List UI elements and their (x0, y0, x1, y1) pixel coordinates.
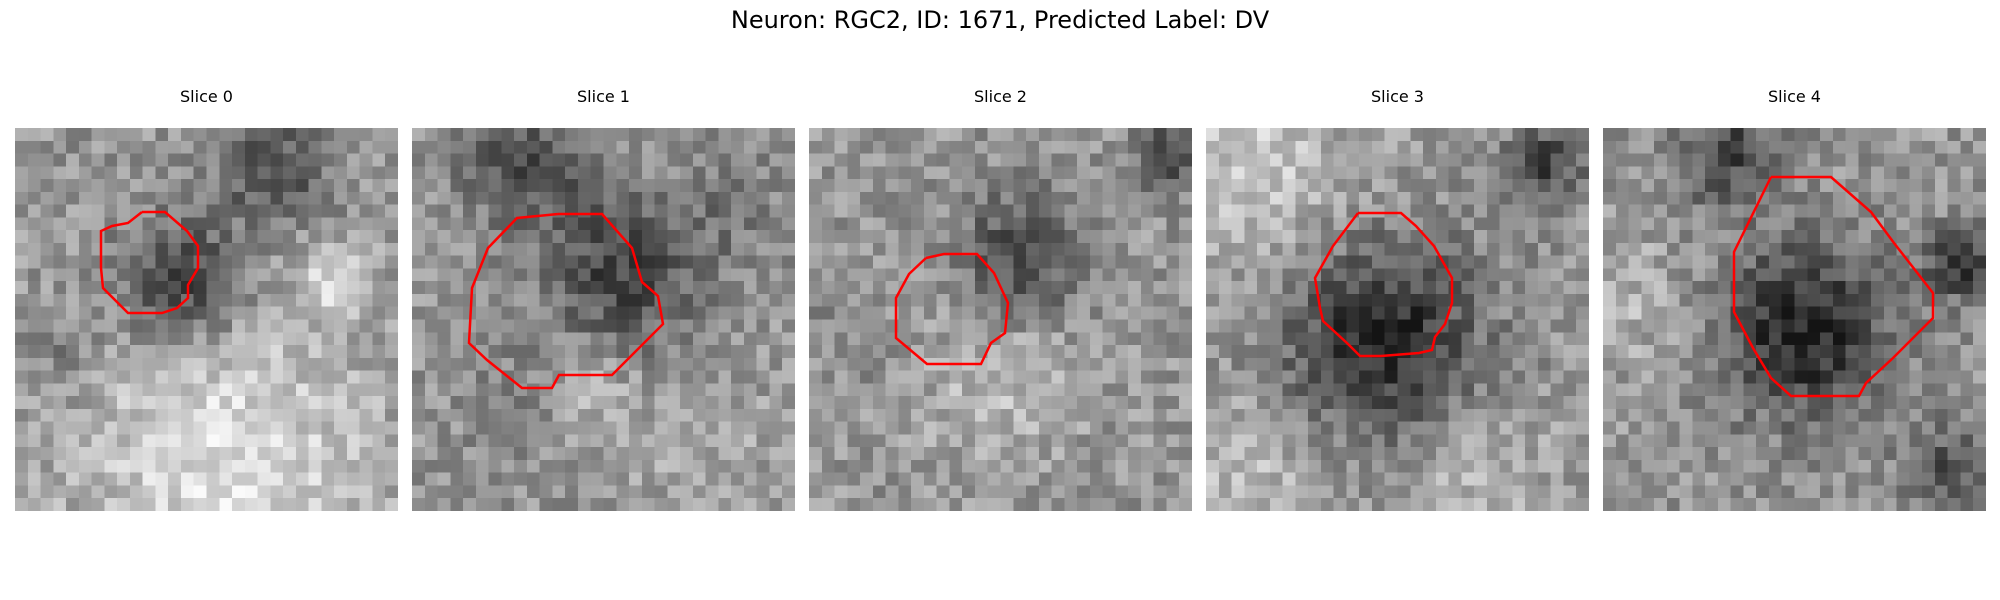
slice-contour-3 (1313, 211, 1454, 358)
slice-title-4: Slice 4 (1768, 87, 1821, 106)
slice-image-0 (15, 128, 398, 511)
slice-image-1-pixels (412, 128, 795, 511)
slice-image-4 (1603, 128, 1986, 511)
slice-title-1: Slice 1 (577, 87, 630, 106)
slice-contour-0 (99, 210, 200, 315)
slice-title-2: Slice 2 (974, 87, 1027, 106)
slice-image-0-pixels (15, 128, 398, 511)
slice-image-2 (809, 128, 1192, 511)
slice-contour-1 (467, 212, 665, 390)
slice-contour-2 (894, 252, 1010, 366)
slice-image-3-pixels (1206, 128, 1589, 511)
slice-contour-4 (1732, 175, 1935, 398)
slice-image-4-pixels (1603, 128, 1986, 511)
slice-image-1 (412, 128, 795, 511)
slice-image-2-pixels (809, 128, 1192, 511)
slice-title-3: Slice 3 (1371, 87, 1424, 106)
slice-image-3 (1206, 128, 1589, 511)
slice-title-0: Slice 0 (180, 87, 233, 106)
figure-title: Neuron: RGC2, ID: 1671, Predicted Label:… (730, 6, 1270, 34)
